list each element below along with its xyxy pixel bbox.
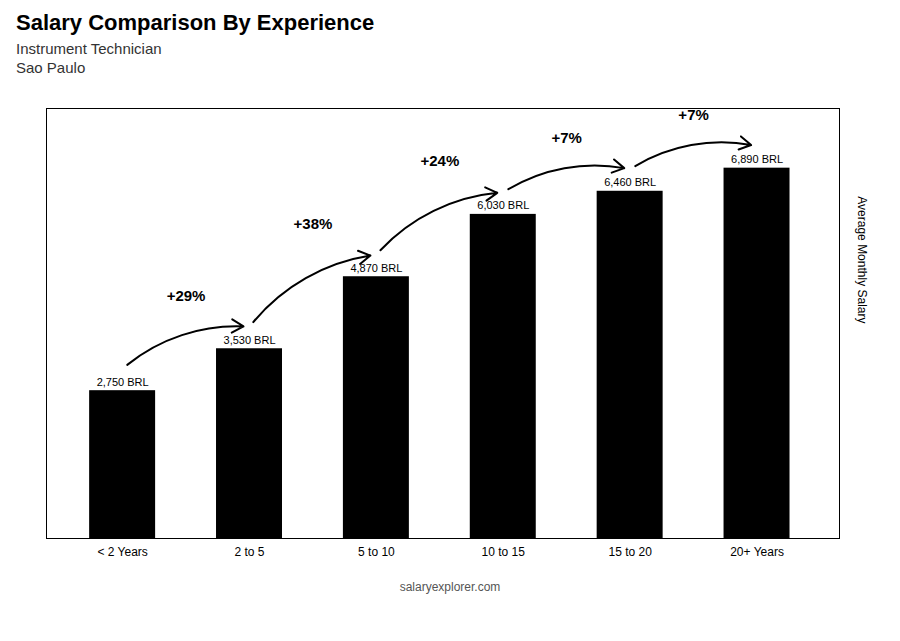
svg-text:+29%: +29% [167,287,206,304]
svg-text:+38%: +38% [294,215,333,232]
svg-text:2 to 5: 2 to 5 [234,545,264,559]
html-text:Instrument Technician: Instrument Technician [16,40,162,57]
svg-text:15 to 20: 15 to 20 [608,545,652,559]
svg-text:+7%: +7% [678,106,709,124]
svg-text:6,030 BRL: 6,030 BRL [477,199,529,211]
svg-text:2,750 BRL: 2,750 BRL [97,376,149,388]
svg-text:5 to 10: 5 to 10 [358,545,395,559]
svg-text:Average Monthly Salary: Average Monthly Salary [855,196,869,323]
svg-text:< 2 Years: < 2 Years [97,545,147,559]
html-text:Salary Comparison By Experienc: Salary Comparison By Experience [16,10,375,35]
svg-text:6,890 BRL: 6,890 BRL [731,153,783,165]
html-text:Sao Paulo: Sao Paulo [16,59,86,76]
svg-text:+24%: +24% [420,152,459,169]
svg-text:6,460 BRL: 6,460 BRL [604,176,656,188]
svg-text:10 to 15: 10 to 15 [482,545,526,559]
svg-text:+7%: +7% [551,129,581,146]
svg-text:3,530 BRL: 3,530 BRL [224,334,276,346]
html-text:salaryexplorer.com: salaryexplorer.com [399,580,501,594]
svg-text:4,870 BRL: 4,870 BRL [350,262,402,274]
svg-text:20+ Years: 20+ Years [730,545,784,559]
